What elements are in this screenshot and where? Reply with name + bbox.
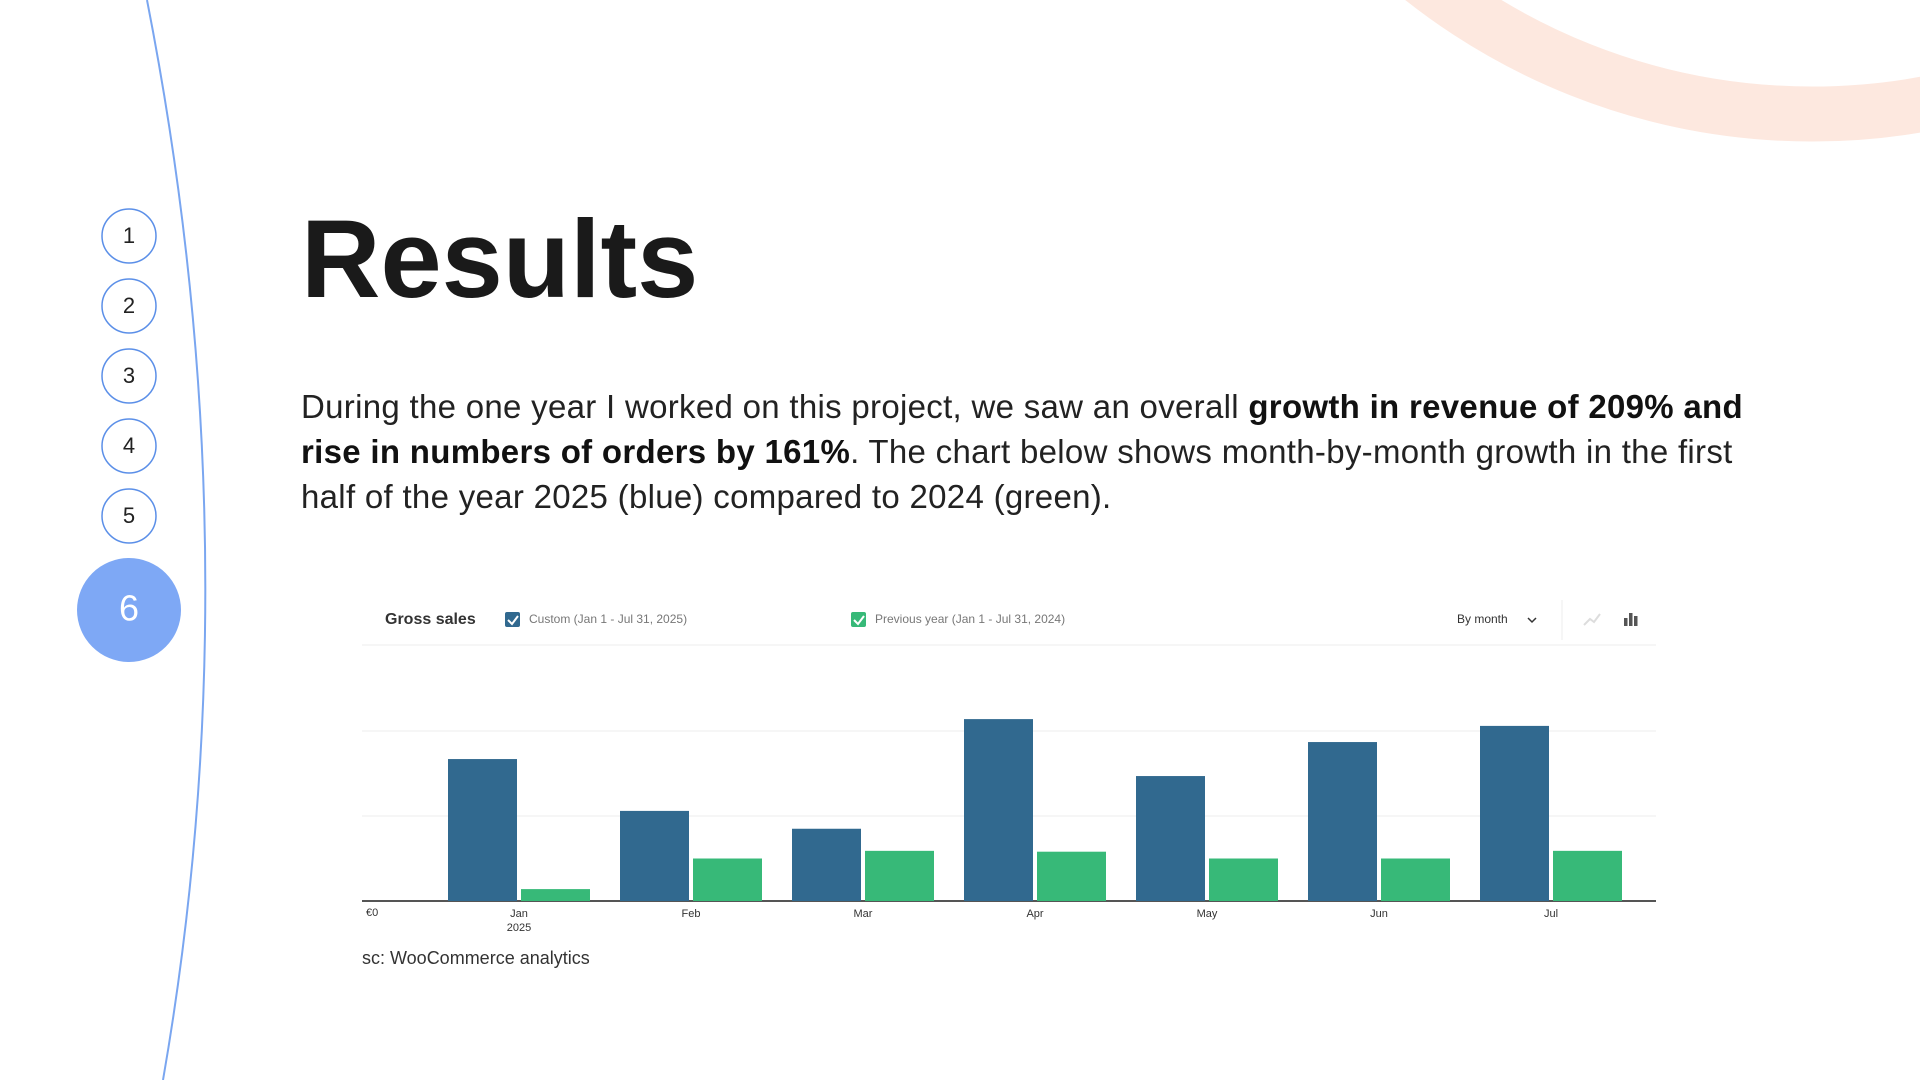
nav-dot[interactable] [101, 488, 157, 544]
text-run: growth in revenue of 209% and rise in nu… [301, 388, 1743, 470]
x-tick-label: Feb [682, 908, 701, 920]
legend-label[interactable]: Custom (Jan 1 - Jul 31, 2025) [529, 612, 687, 626]
decor-ring [1405, 0, 1920, 142]
bar [1480, 725, 1549, 901]
chart-title: Gross sales [385, 611, 476, 628]
bar [521, 889, 590, 901]
x-tick-label: Apr [1026, 908, 1043, 920]
nav-number[interactable]: 5 [123, 503, 135, 528]
nav-number[interactable]: 3 [123, 363, 135, 388]
caption: sc: WooCommerce analytics [362, 948, 590, 968]
chevron [1527, 617, 1537, 624]
text-run: . The chart below shows month-by-month g… [301, 433, 1733, 515]
check-mark [507, 615, 519, 626]
legend-checkbox[interactable] [505, 612, 520, 627]
bar [1308, 742, 1377, 901]
bar [1553, 850, 1622, 901]
nav-number[interactable]: 2 [123, 293, 135, 318]
line-icon[interactable] [1583, 613, 1601, 626]
nav-dot[interactable] [77, 558, 181, 662]
bar-icon[interactable] [1624, 618, 1628, 626]
bar [448, 759, 517, 901]
bar [865, 850, 934, 901]
nav-dot[interactable] [101, 278, 157, 334]
nav-number[interactable]: 4 [123, 433, 135, 458]
x-tick-label: Jul [1544, 908, 1558, 920]
legend-checkbox[interactable] [851, 612, 866, 627]
nav-number[interactable]: 1 [123, 223, 135, 248]
bar [1136, 776, 1205, 901]
x-tick-label: May [1197, 908, 1218, 920]
bar [620, 810, 689, 901]
bar [964, 719, 1033, 901]
text-run: During the one year I worked on this pro… [301, 388, 1249, 425]
bar-icon[interactable] [1634, 616, 1638, 626]
nav-number[interactable]: 6 [119, 588, 139, 629]
x-tick-label: Jan [510, 908, 528, 920]
y-tick-label: €0 [366, 907, 378, 919]
legend-label[interactable]: Previous year (Jan 1 - Jul 31, 2024) [875, 612, 1065, 626]
nav-dot[interactable] [101, 208, 157, 264]
bar [1037, 851, 1106, 901]
bar [792, 828, 861, 901]
period-selector[interactable]: By month [1457, 612, 1508, 626]
check-mark [853, 615, 865, 626]
bar [1209, 858, 1278, 901]
bar-icon[interactable] [1629, 613, 1633, 626]
x-tick-label: Jun [1370, 908, 1388, 920]
bar [1381, 858, 1450, 901]
slide-title: Results [301, 198, 698, 321]
bar [693, 858, 762, 901]
x-tick-label: Mar [854, 908, 873, 920]
x-year-label: 2025 [507, 922, 531, 934]
nav-dot[interactable] [101, 348, 157, 404]
nav-dot[interactable] [101, 418, 157, 474]
nav-arc [146, 0, 207, 1080]
body-text: During the one year I worked on this pro… [301, 384, 1791, 519]
